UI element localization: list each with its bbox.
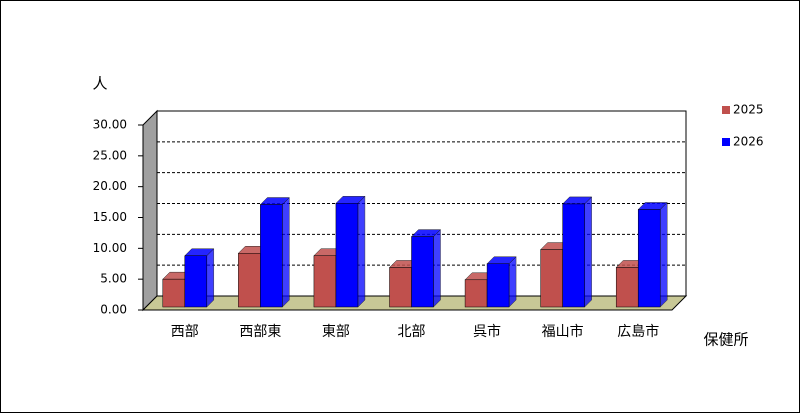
x-axis-label: 保健所 (703, 331, 748, 349)
legend-swatch (722, 138, 730, 146)
y-tick-label: 25.00 (93, 148, 127, 162)
y-tick-label: 15.00 (93, 210, 127, 224)
x-tick-label: 呉市 (473, 323, 501, 340)
bar (260, 204, 283, 308)
x-tick-label: 福山市 (542, 323, 584, 340)
bar (238, 253, 261, 308)
bar-side (584, 196, 592, 308)
bar-side (206, 248, 215, 308)
side-wall (142, 109, 158, 312)
y-tick-label: 10.00 (93, 241, 127, 255)
bar (464, 279, 488, 308)
bar (184, 255, 208, 308)
bar (335, 203, 359, 308)
bar (486, 263, 510, 308)
bar (637, 209, 661, 308)
x-tick-label: 広島市 (617, 323, 659, 340)
bar-side (508, 256, 517, 308)
x-tick-label: 北部 (398, 324, 426, 340)
y-tick-label: 0.00 (100, 303, 127, 317)
x-tick-label: 東部 (322, 324, 350, 340)
bar (540, 249, 563, 308)
bar (562, 203, 585, 308)
legend-label: 2026 (733, 135, 764, 149)
bar-side (659, 201, 668, 308)
y-tick-label: 20.00 (93, 179, 127, 193)
y-tick-label: 30.00 (93, 118, 127, 132)
bar-side (357, 195, 366, 308)
legend-label: 2025 (733, 103, 764, 117)
x-tick-label: 西部 (171, 324, 199, 340)
bar-side (282, 196, 290, 308)
bar-side (433, 229, 441, 308)
x-tick-label: 西部東 (239, 324, 281, 340)
bar (313, 255, 337, 308)
legend-swatch (722, 106, 730, 114)
bar (162, 278, 186, 308)
bar (411, 236, 434, 308)
bar (615, 267, 639, 308)
y-axis-label: 人 (92, 75, 107, 93)
bar (389, 267, 412, 308)
y-tick-label: 5.00 (100, 272, 127, 286)
